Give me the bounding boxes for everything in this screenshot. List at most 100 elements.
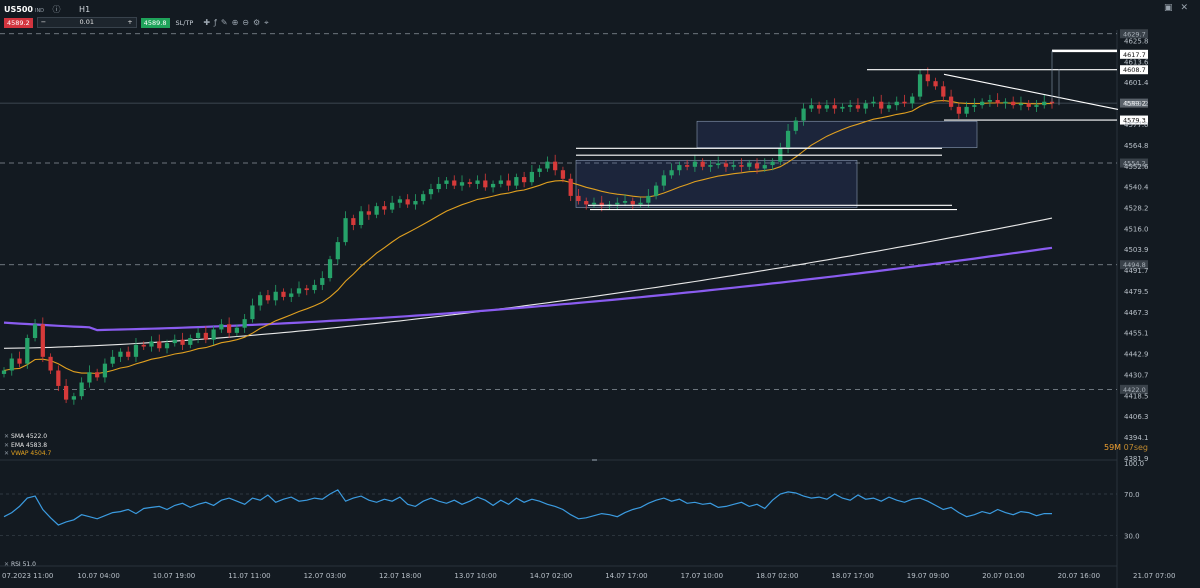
y-tick-label: 4528.2: [1124, 205, 1149, 213]
candle-body: [1003, 101, 1008, 104]
info-icon[interactable]: ⓘ: [52, 4, 61, 14]
candle-body: [731, 165, 736, 167]
x-tick-label: 12.07 18:00: [379, 572, 421, 580]
candle-body: [925, 74, 930, 82]
y-tick-label: 4455.1: [1124, 330, 1149, 338]
minus-icon[interactable]: −: [40, 18, 47, 26]
expand-icon[interactable]: ⌖: [264, 17, 269, 27]
ema-legend: EMA 4583.8: [11, 441, 48, 449]
candle-body: [980, 101, 985, 106]
indicator-legend: ✕ SMA 4522.0 ✕ EMA 4583.8 ✕ VWAP 4504.7: [4, 433, 51, 459]
candle-body: [568, 178, 573, 196]
remove-rsi-icon[interactable]: ✕: [4, 561, 10, 568]
sltp-button[interactable]: SL/TP: [175, 18, 194, 27]
price-tag-bg: [1120, 65, 1148, 75]
candle-body: [521, 177, 527, 183]
candle-body: [133, 344, 139, 357]
x-tick-label: 20.07 16:00: [1058, 572, 1100, 580]
candle-body: [910, 96, 915, 104]
y-tick-label: 4418.5: [1124, 392, 1149, 400]
candle-body: [886, 105, 892, 109]
candle-body: [762, 165, 767, 169]
candle-body: [1018, 103, 1024, 106]
drawing-tools-icon[interactable]: ✎: [220, 17, 228, 27]
candle-body: [40, 324, 45, 357]
candle-body: [289, 293, 294, 297]
candle-body: [514, 177, 519, 186]
candle-body: [428, 189, 434, 195]
rsi-tick-label: 70.0: [1124, 491, 1140, 499]
remove-vwap-icon[interactable]: ✕: [4, 450, 10, 457]
indicator-icon[interactable]: ƒ: [214, 17, 217, 27]
remove-ema-icon[interactable]: ✕: [4, 441, 10, 449]
candle-body: [56, 370, 61, 386]
candle-body: [258, 295, 263, 306]
remove-sma-icon[interactable]: ✕: [4, 433, 10, 440]
candle-body: [374, 206, 379, 215]
candle-body: [700, 161, 705, 167]
settings-icon[interactable]: ⚙: [252, 17, 261, 27]
candle-body: [917, 74, 923, 97]
candle-body: [871, 101, 876, 104]
candle-body: [879, 101, 884, 109]
x-tick-label: 18.07 17:00: [831, 572, 873, 580]
vwap-line: [3, 246, 1053, 332]
sell-button[interactable]: 4589.2: [4, 17, 33, 28]
candle-body: [972, 105, 977, 107]
candle-body: [188, 337, 193, 345]
candle-body: [17, 358, 22, 364]
candle-body: [382, 206, 387, 210]
candle-body: [995, 100, 1000, 104]
candle-body: [32, 324, 38, 338]
candle-body: [816, 105, 822, 109]
quantity-input[interactable]: − 0.01 +: [36, 17, 137, 28]
buy-button[interactable]: 4589.8: [140, 17, 170, 28]
candle-body: [149, 341, 154, 347]
level-tag: 4554.2: [1123, 160, 1146, 168]
candle-body: [1, 370, 7, 374]
candle-body: [964, 106, 969, 114]
zoom-out-icon[interactable]: ⊖: [242, 17, 249, 27]
y-tick-label: 4577.0: [1124, 121, 1149, 129]
price-tag-bg: [1120, 115, 1148, 125]
candle-body: [498, 180, 503, 184]
camera-icon[interactable]: ▣: [1163, 3, 1173, 13]
candle-body: [358, 211, 364, 225]
candle-body: [405, 199, 410, 205]
y-tick-label: 4406.3: [1124, 413, 1149, 421]
level-tag-bg: [1120, 158, 1148, 168]
candle-body: [1011, 101, 1016, 106]
zoom-in-icon[interactable]: ⊕: [231, 17, 239, 27]
y-tick-label: 4479.5: [1124, 288, 1149, 296]
chart-toolbar: US500 IND ⓘ H1 4589.2 − 0.01 + 4589.8 SL/TP…: [0, 0, 1200, 30]
crosshair-icon[interactable]: ✚: [203, 17, 211, 27]
candle-body: [141, 344, 146, 347]
candle-body: [164, 343, 170, 349]
candle-body: [669, 170, 674, 176]
x-tick-label: 14.07 02:00: [530, 572, 572, 580]
y-tick-label: 4491.7: [1124, 267, 1149, 275]
price-tag: 4617.7: [1123, 51, 1146, 59]
close-icon[interactable]: ✕: [1180, 3, 1188, 13]
rsi-tick-label: 30.0: [1124, 532, 1140, 540]
plus-icon[interactable]: +: [127, 18, 133, 26]
x-tick-label: 18.07 02:00: [756, 572, 798, 580]
price-tag-bg: [1120, 49, 1148, 59]
candle-body: [110, 356, 115, 364]
candle-body: [63, 385, 69, 400]
price-tag: 4589.2: [1123, 100, 1146, 108]
candle-body: [25, 337, 30, 364]
timeframe-selector[interactable]: H1: [79, 4, 91, 14]
symbol-label[interactable]: US500 IND: [4, 4, 45, 14]
sma-line: [3, 217, 1053, 349]
candle-body: [397, 199, 403, 203]
candle-body: [584, 201, 589, 205]
rsi-line: [3, 489, 1052, 526]
candle-body: [413, 201, 418, 205]
candle-body: [863, 103, 868, 109]
candle-body: [304, 288, 309, 291]
candle-body: [436, 183, 441, 190]
y-tick-label: 4589.2: [1124, 100, 1149, 108]
candle-body: [661, 175, 666, 186]
